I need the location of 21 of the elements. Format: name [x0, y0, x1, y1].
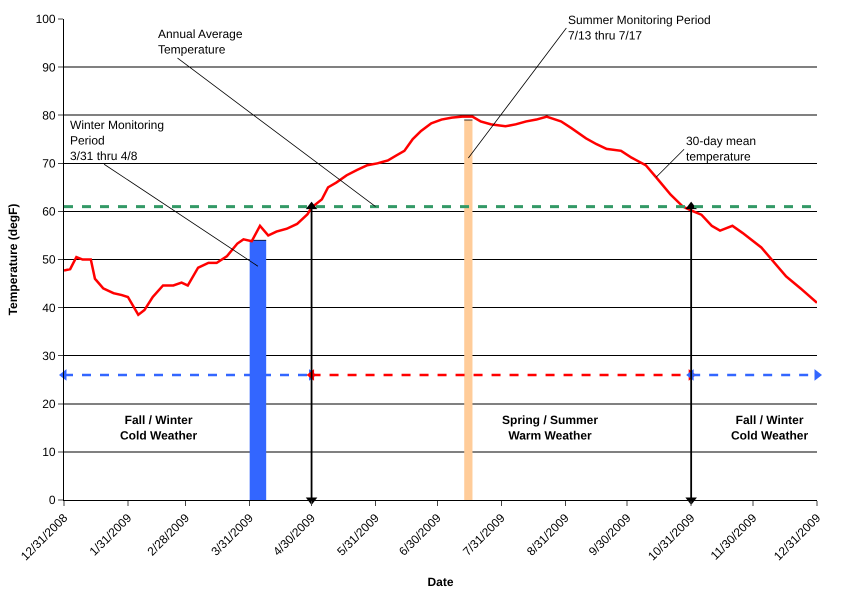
y-tick-label: 10	[42, 445, 56, 460]
y-tick-label: 100	[36, 12, 56, 26]
y-tick-label: 70	[42, 156, 56, 170]
text: Summer Monitoring Period 7/13 thru 7/17	[568, 13, 711, 43]
annotation: Fall / Winter Cold Weather	[731, 413, 808, 443]
y-tick-label: 30	[42, 348, 56, 363]
y-tick-label: 90	[42, 60, 56, 74]
y-tick-label: 50	[42, 252, 56, 267]
y-tick-label: 80	[42, 108, 56, 122]
y-tick-label: 60	[42, 204, 56, 219]
y-axis-title: Temperature (degF)	[6, 204, 20, 316]
text: Winter Monitoring Period 3/31 thru 4/8	[70, 118, 164, 164]
x-axis-title: Date	[427, 575, 454, 590]
y-tick-label: 40	[42, 300, 56, 315]
y-tick-label: 0	[48, 493, 56, 508]
text: 30-day mean temperature	[686, 134, 756, 164]
ref-line-label: Annual Average Temperature	[158, 27, 243, 57]
y-tick-label: 20	[42, 397, 56, 411]
annotation: Spring / Summer Warm Weather	[502, 413, 598, 443]
line-series	[64, 115, 817, 316]
annotation: Fall / Winter Cold Weather	[120, 413, 198, 443]
